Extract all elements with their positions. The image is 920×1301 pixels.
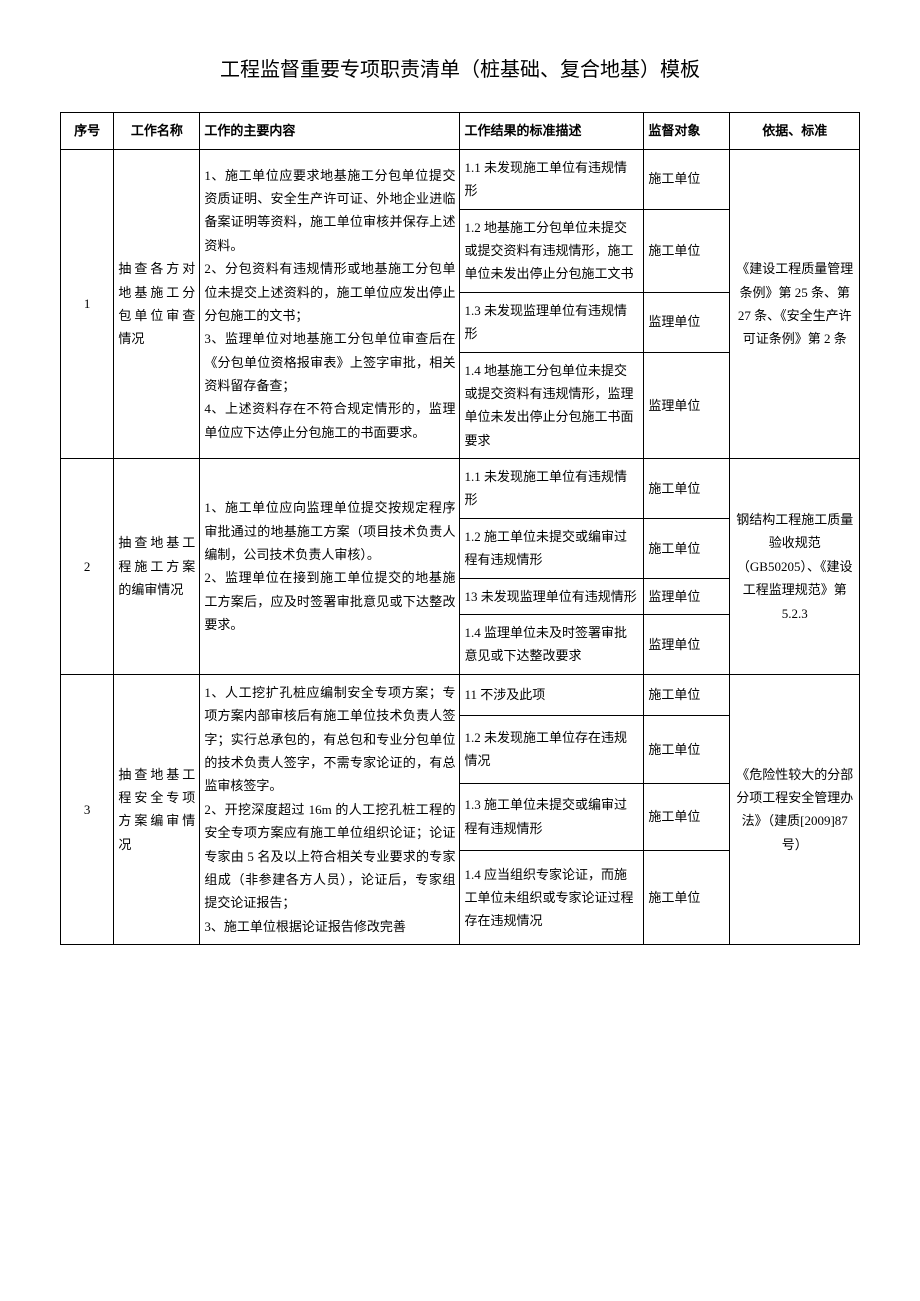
table-row: 3 抽查地基工程安全专项方案编审情况 1、人工挖扩孔桩应编制安全专项方案；专项方…: [61, 674, 860, 715]
cell-target: 施工单位: [644, 715, 730, 783]
cell-result: 1.1 未发现施工单位有违规情形: [460, 149, 644, 209]
cell-target: 施工单位: [644, 518, 730, 578]
cell-result: 1.3 施工单位未提交或编审过程有违规情形: [460, 783, 644, 851]
cell-content: 1、人工挖扩孔桩应编制安全专项方案；专项方案内部审核后有施工单位技术负责人签字；…: [200, 674, 460, 944]
header-content: 工作的主要内容: [200, 113, 460, 149]
header-name: 工作名称: [114, 113, 200, 149]
cell-name: 抽查地基工程施工方案的编审情况: [114, 459, 200, 675]
cell-target: 监理单位: [644, 578, 730, 614]
cell-basis: 《建设工程质量管理条例》第 25 条、第 27 条、《安全生产许可证条例》第 2…: [730, 149, 860, 458]
cell-target: 监理单位: [644, 292, 730, 352]
cell-result: 11 不涉及此项: [460, 674, 644, 715]
cell-seq: 2: [61, 459, 114, 675]
cell-result: 1.4 应当组织专家论证，而施工单位未组织或专家论证过程存在违规情况: [460, 851, 644, 945]
cell-result: 1.4 地基施工分包单位未提交或提交资料有违规情形，监理单位未发出停止分包施工书…: [460, 352, 644, 459]
cell-target: 施工单位: [644, 209, 730, 292]
cell-result: 1.2 未发现施工单位存在违规情况: [460, 715, 644, 783]
cell-basis: 《危险性较大的分部分项工程安全管理办法》（建质[2009]87 号）: [730, 674, 860, 944]
cell-seq: 1: [61, 149, 114, 458]
page-title: 工程监督重要专项职责清单（桩基础、复合地基）模板: [60, 53, 860, 82]
header-result: 工作结果的标准描述: [460, 113, 644, 149]
cell-target: 施工单位: [644, 149, 730, 209]
cell-target: 施工单位: [644, 459, 730, 519]
cell-seq: 3: [61, 674, 114, 944]
header-seq: 序号: [61, 113, 114, 149]
header-basis: 依据、标准: [730, 113, 860, 149]
cell-content: 1、施工单位应要求地基施工分包单位提交资质证明、安全生产许可证、外地企业进临备案…: [200, 149, 460, 458]
cell-target: 施工单位: [644, 783, 730, 851]
cell-name: 抽查各方对地基施工分包单位审查情况: [114, 149, 200, 458]
cell-content: 1、施工单位应向监理单位提交按规定程序审批通过的地基施工方案（项目技术负责人编制…: [200, 459, 460, 675]
cell-result: 1.4 监理单位未及时签署审批意见或下达整改要求: [460, 615, 644, 675]
cell-target: 监理单位: [644, 615, 730, 675]
cell-result: 1.2 施工单位未提交或编审过程有违规情形: [460, 518, 644, 578]
cell-result: 1.3 未发现监理单位有违规情形: [460, 292, 644, 352]
cell-name: 抽查地基工程安全专项方案编审情况: [114, 674, 200, 944]
duties-table: 序号 工作名称 工作的主要内容 工作结果的标准描述 监督对象 依据、标准 1 抽…: [60, 112, 860, 945]
cell-result: 1.1 未发现施工单位有违规情形: [460, 459, 644, 519]
table-body: 1 抽查各方对地基施工分包单位审查情况 1、施工单位应要求地基施工分包单位提交资…: [61, 149, 860, 944]
cell-target: 施工单位: [644, 674, 730, 715]
cell-target: 施工单位: [644, 851, 730, 945]
cell-target: 监理单位: [644, 352, 730, 459]
table-row: 1 抽查各方对地基施工分包单位审查情况 1、施工单位应要求地基施工分包单位提交资…: [61, 149, 860, 209]
cell-basis: 钢结构工程施工质量验收规范（GB50205）、《建设工程监理规范》第 5.2.3: [730, 459, 860, 675]
cell-result: 1.2 地基施工分包单位未提交或提交资料有违规情形，施工单位未发出停止分包施工文…: [460, 209, 644, 292]
table-row: 2 抽查地基工程施工方案的编审情况 1、施工单位应向监理单位提交按规定程序审批通…: [61, 459, 860, 519]
table-header-row: 序号 工作名称 工作的主要内容 工作结果的标准描述 监督对象 依据、标准: [61, 113, 860, 149]
cell-result: 13 未发现监理单位有违规情形: [460, 578, 644, 614]
header-target: 监督对象: [644, 113, 730, 149]
